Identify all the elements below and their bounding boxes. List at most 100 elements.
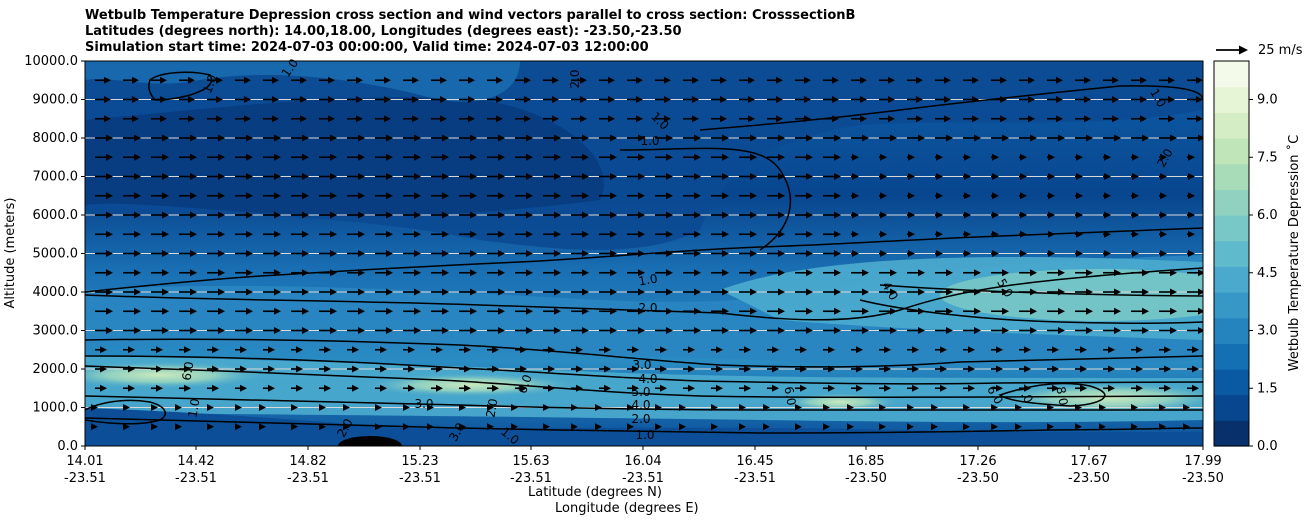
wind-vector [1159,192,1167,200]
wind-vector [963,307,981,315]
x-tick-label-lat: 17.99 [1184,454,1221,469]
wind-vector [179,346,191,354]
wind-vector [543,115,559,123]
wind-vector [1019,250,1027,257]
wind-vector [795,192,813,200]
wind-vector [459,115,475,123]
wind-vector [879,288,897,296]
wind-vector [123,269,141,277]
wind-vector [823,96,839,103]
wind-vector [795,134,813,142]
wind-vector [1159,76,1175,84]
wind-vector [599,307,617,315]
wind-vector [207,173,225,180]
wind-vector [823,230,841,238]
wind-vector [91,404,98,411]
wind-vector [571,173,589,180]
wind-vector [235,365,247,373]
wind-vector [907,96,923,103]
wind-vector [1019,115,1035,123]
wind-vector [763,404,770,411]
wind-vector [375,134,393,142]
contour-line-5 [85,365,1203,398]
wind-vector [459,230,477,238]
wind-vector [151,346,163,354]
wind-vector [739,307,757,315]
wind-vector [963,230,971,238]
wind-vector [403,365,415,373]
wind-vector [347,307,365,315]
wind-vector [571,365,583,373]
wind-vector [515,250,533,257]
wind-vector [95,250,113,257]
wind-vector [879,76,895,84]
wind-vector [375,230,393,238]
wind-vector [1159,269,1177,277]
wind-vector [151,211,169,219]
wind-vector [1131,250,1139,257]
wind-vector [991,134,1009,142]
wind-vector [487,269,505,277]
wind-vector [431,269,449,277]
wind-vector [375,288,393,296]
wind-vector [1047,96,1063,103]
wind-vector [1183,404,1190,411]
wind-vector [1187,327,1203,334]
wind-vector [291,76,307,84]
wind-vector [823,269,841,277]
wind-vector [179,307,197,315]
wind-vector [739,115,755,123]
wind-vector [319,115,335,123]
wind-vector [543,134,561,142]
wind-vector [1075,423,1082,431]
wind-vector [931,404,938,411]
wind-vector [207,211,225,219]
wind-vector [963,384,975,392]
wind-vector [879,346,891,354]
wind-vector [599,327,617,334]
wind-vector [319,250,337,257]
contour-label: 1.0 [635,428,654,442]
wind-vector [95,76,111,84]
wind-vector [263,76,279,84]
wind-vector [375,384,387,392]
wind-vector [511,404,518,411]
wind-vector [795,76,811,84]
wind-vector [627,423,634,431]
wind-vector [935,365,947,373]
wind-vector [291,153,309,161]
contour-label: 2.0 [631,412,650,426]
wind-vector [991,76,1007,84]
wind-vector [375,346,387,354]
wind-vector [151,384,163,392]
wind-vector [179,173,197,180]
wind-vector [263,173,281,180]
wind-vector [991,269,1009,277]
wind-vector [235,134,253,142]
wind-vector [151,423,158,431]
wind-vector [235,288,253,296]
wind-vector [263,96,279,103]
contour-region-low-band [85,355,1203,423]
wind-vector [851,153,859,161]
colorbar-segment [1214,163,1249,190]
wind-vector [1075,173,1083,180]
y-axis-label: Altitude (meters) [3,197,18,309]
wind-vector [543,173,561,180]
wind-vector [459,134,477,142]
wind-vector [179,365,191,373]
wind-vector [543,250,561,257]
wind-vector [1047,153,1055,161]
wind-vector [655,365,667,373]
wind-vector [375,423,382,431]
wind-vector [263,153,281,161]
wind-vector [851,346,863,354]
wind-vector [683,307,701,315]
wind-vector [907,327,925,334]
wind-vector [795,288,813,296]
wind-vector [207,365,219,373]
wind-vector [235,230,253,238]
wind-vector [347,327,365,334]
wind-vector [1131,173,1139,180]
